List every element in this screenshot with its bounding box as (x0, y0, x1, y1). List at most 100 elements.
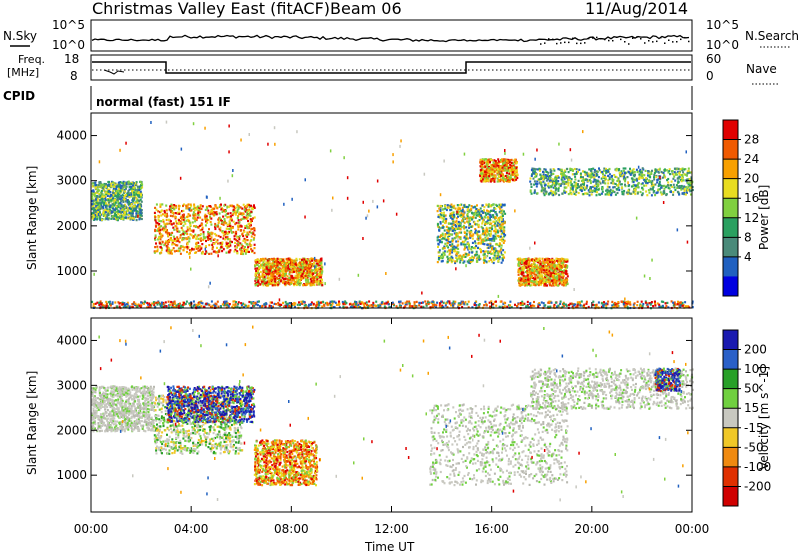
echo-cell (281, 276, 284, 279)
echo-cell (549, 277, 552, 281)
echo-cell (117, 195, 119, 198)
echo-cell (173, 243, 176, 246)
echo-cell (311, 282, 314, 285)
echo-cell (454, 246, 457, 249)
echo-cell (485, 239, 488, 242)
echo-cell (228, 251, 231, 254)
echo-cell (460, 242, 463, 245)
echo-cell (158, 219, 161, 223)
echo-cell (530, 281, 533, 284)
echo-cell (115, 205, 118, 208)
echo-cell (245, 250, 247, 253)
echo-cell (158, 226, 161, 229)
echo-cell (461, 255, 464, 258)
beam-label: Beam 06 (330, 0, 402, 18)
echo-cell (251, 207, 254, 210)
echo-cell (443, 237, 446, 240)
echo-cell (497, 164, 500, 167)
echo-cell (521, 266, 524, 269)
echo-cell (158, 223, 161, 226)
echo-cell (140, 182, 143, 185)
echo-cell (155, 242, 157, 245)
echo-cell (94, 210, 97, 213)
echo-cell (291, 259, 294, 262)
echo-cell (504, 174, 507, 178)
echo-cell (279, 260, 282, 263)
echo-cell (483, 173, 486, 176)
echo-cell (269, 278, 272, 281)
echo-cell (562, 271, 565, 274)
echo-cell (272, 259, 275, 263)
echo-cell (529, 259, 531, 262)
echo-cell (119, 207, 122, 210)
echo-cell (500, 238, 503, 241)
echo-cell (475, 257, 478, 260)
echo-cell (167, 243, 170, 246)
echo-cell (551, 261, 554, 264)
echo-cell (104, 208, 107, 212)
echo-cell (91, 200, 94, 203)
echo-cell (579, 173, 582, 176)
echo-cell (287, 257, 290, 260)
echo-cell (535, 273, 538, 277)
echo-cell (100, 206, 103, 209)
echo-cell (200, 207, 203, 211)
nsearch-dot (540, 43, 542, 45)
echo-cell (274, 280, 277, 283)
echo-cell (535, 175, 538, 178)
echo-cell (223, 219, 226, 222)
echo-cell (444, 204, 447, 207)
echo-cell (454, 248, 457, 251)
echo-cell (211, 243, 214, 246)
echo-cell (208, 228, 210, 231)
nsearch-dot (640, 38, 642, 40)
echo-cell (256, 276, 259, 279)
echo-cell (181, 245, 184, 248)
echo-cell (190, 229, 193, 232)
echo-cell (471, 211, 473, 214)
echo-cell (105, 217, 108, 220)
echo-cell (484, 231, 487, 234)
echo-cell (93, 208, 96, 212)
echo-cell (182, 249, 185, 252)
echo-cell (231, 214, 234, 217)
echo-cell (540, 177, 542, 180)
echo-cell (156, 229, 159, 232)
echo-cell (479, 168, 482, 172)
echo-cell (549, 260, 551, 264)
echo-cell (246, 250, 249, 253)
echo-cell (486, 209, 488, 212)
echo-cell (456, 260, 459, 263)
echo-cell (564, 268, 567, 271)
echo-cell (485, 213, 488, 216)
echo-cell (514, 169, 517, 172)
echo-cell (277, 283, 280, 286)
echo-cell (442, 254, 445, 257)
echo-cell (98, 189, 101, 192)
echo-cell (230, 231, 233, 234)
echo-cell (182, 237, 184, 240)
echo-cell (443, 229, 446, 232)
echo-cell (440, 234, 443, 237)
echo-cell (564, 270, 567, 273)
echo-cell (562, 263, 565, 266)
echo-cell (484, 158, 487, 161)
echo-cell (204, 236, 207, 239)
echo-cell (491, 209, 494, 212)
echo-cell (558, 261, 560, 264)
echo-cell (463, 248, 466, 251)
echo-cell (500, 261, 503, 264)
echo-cell (214, 227, 217, 231)
echo-cell (498, 250, 501, 253)
echo-cell (251, 232, 254, 235)
echo-cell (273, 264, 276, 267)
echo-cell (250, 231, 253, 235)
nsearch-dot (600, 37, 602, 40)
echo-cell (517, 262, 520, 266)
echo-cell (475, 244, 478, 248)
echo-cell (524, 270, 527, 274)
echo-cell (91, 185, 94, 188)
echo-cell (216, 242, 219, 245)
nsearch-dot (624, 41, 626, 43)
echo-cell (493, 170, 496, 173)
